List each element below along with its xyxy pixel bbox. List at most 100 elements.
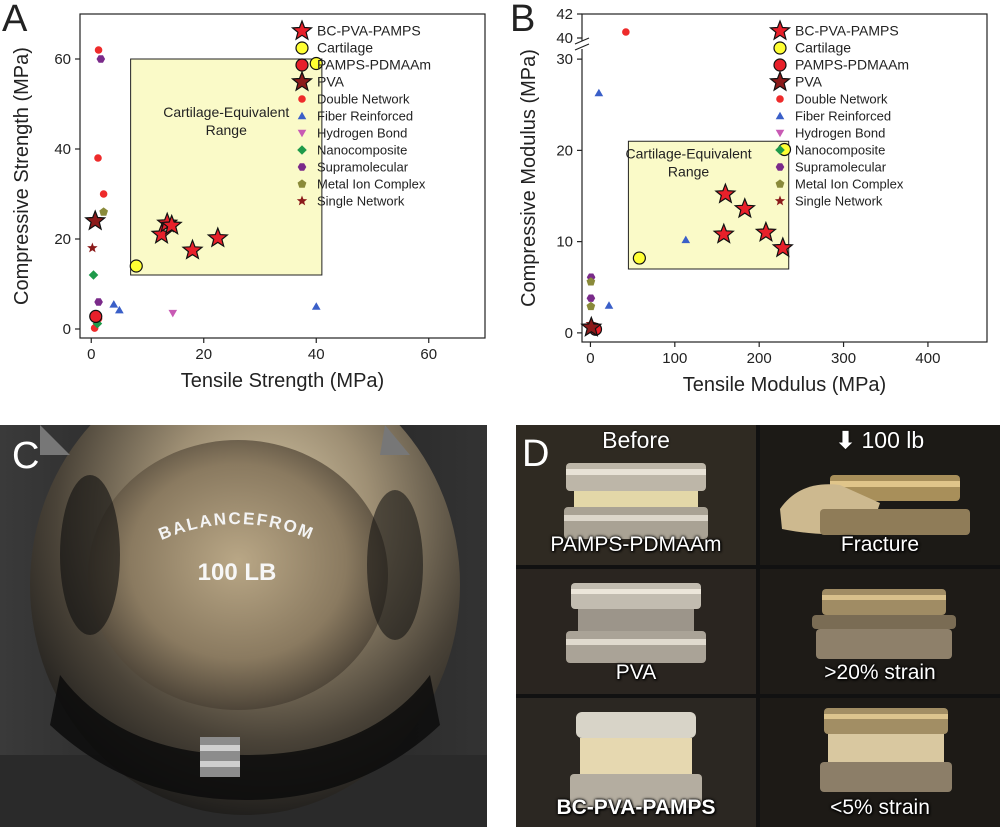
legend-marker-double-network (776, 95, 784, 103)
brand-text: BALANCEFROM (156, 509, 318, 544)
region-label-line1: Cartilage-Equivalent (626, 145, 752, 161)
x-axis-label: Tensile Strength (MPa) (181, 370, 384, 392)
x-tick-label: 60 (420, 346, 437, 363)
legend-label: Fiber Reinforced (317, 109, 413, 124)
axis-break-mark (574, 43, 590, 51)
data-point-single-network (87, 242, 98, 253)
data-point-bc-pva-pamps (206, 226, 229, 248)
panel-letter-d: D (522, 433, 550, 475)
legend-label: Double Network (795, 92, 888, 107)
legend-marker-metal-ion-complex (775, 179, 785, 188)
legend-label: Double Network (317, 92, 410, 107)
legend-marker-pva (768, 70, 792, 92)
data-point-bc-pva-pamps (714, 182, 737, 204)
panel-letter-a: A (2, 0, 28, 40)
data-point-metal-ion-complex (99, 207, 108, 216)
panel-letter-c: C (12, 435, 40, 477)
brand-lettering: BALANCEFROM 100 LB (156, 509, 318, 586)
load-label: 100 lb (861, 427, 925, 453)
kettlebell-illustration (0, 425, 487, 827)
y-tick-label: 30 (556, 51, 573, 68)
x-tick-label: 20 (195, 346, 212, 363)
tile-label: BC-PVA-PAMPS (556, 796, 716, 819)
data-point-supramolecular (94, 298, 103, 306)
column-header-before: Before (602, 427, 670, 453)
y-tick-label: 42 (556, 6, 573, 23)
x-tick-label: 200 (747, 350, 772, 367)
legend-label: Supramolecular (317, 160, 409, 175)
photo-kettlebell: C BALANCEFROM 100 LB (0, 425, 487, 827)
tile-before-bc: BC-PVA-PAMPS (516, 698, 756, 827)
data-point-fiber-reinforced (311, 302, 321, 310)
tile-after-pamps: Fracture (760, 425, 1000, 565)
legend-marker-nanocomposite (297, 145, 307, 155)
region-label-line1: Cartilage-Equivalent (163, 104, 289, 120)
data-point-bc-pva-pamps (733, 197, 756, 219)
chart-b: 0 100 200 300 400 0 10 20 30 40 42 Tensile Modulus … (518, 6, 988, 396)
data-point-double-network (94, 46, 103, 54)
data-point-nanocomposite (92, 318, 103, 329)
x-tick-label: 0 (87, 346, 95, 363)
axis-break-mark (574, 37, 590, 45)
legend-marker-cartilage (773, 41, 787, 55)
legend-marker-fiber-reinforced (297, 111, 307, 120)
region-label-line2: Range (668, 163, 709, 179)
data-point-supramolecular (96, 55, 106, 63)
y-tick-label: 20 (556, 142, 573, 159)
y-tick-label: 10 (556, 234, 573, 251)
data-point-bc-pva-pamps (160, 213, 183, 235)
legend-marker-bc-pva-pamps (768, 19, 792, 41)
legend-label: Single Network (317, 194, 405, 209)
tile-before-pva: PVA (516, 569, 756, 694)
data-point-double-network (622, 28, 630, 36)
tile-before-pamps: PAMPS-PDMAAm (516, 425, 756, 565)
data-point-double-network (99, 190, 108, 198)
data-point-fiber-reinforced (109, 300, 119, 308)
legend-label: BC-PVA-PAMPS (795, 23, 899, 39)
data-point-bc-pva-pamps (712, 222, 735, 244)
column-header-load: ⬇ 100 lb (760, 427, 1000, 454)
data-point-bc-pva-pamps (771, 236, 794, 258)
legend-marker-single-network (774, 195, 786, 206)
legend-label: BC-PVA-PAMPS (317, 23, 421, 39)
cartilage-range-box (130, 58, 323, 276)
data-point-fiber-reinforced (604, 301, 614, 309)
x-tick-label: 300 (831, 350, 856, 367)
data-point-bc-pva-pamps (754, 220, 777, 242)
tile-after-pva: >20% strain (760, 569, 1000, 694)
tile-label: Fracture (840, 533, 920, 556)
photo-compression-grid: PAMPS-PDMAAm Fracture PVA >20% strain (516, 425, 1000, 827)
cartilage-range-box (627, 140, 790, 270)
legend-label: PVA (795, 74, 823, 90)
legend-marker-supramolecular (775, 163, 785, 171)
legend-marker-pamps-pdmaam (773, 58, 787, 72)
data-point-fiber-reinforced (594, 88, 604, 97)
tile-label: >20% strain (824, 661, 936, 684)
legend-label: Nanocomposite (795, 143, 885, 158)
y-tick-label: 20 (54, 231, 71, 248)
legend-marker-supramolecular (297, 163, 307, 171)
legend-marker-single-network (296, 195, 308, 206)
chart-a: 0 20 40 60 0 20 40 60 Tensile Strength (MPa) Comp… (11, 13, 486, 392)
legend-marker-pva (290, 70, 314, 92)
legend-marker-double-network (298, 95, 306, 103)
tile-after-bc: <5% strain (760, 698, 1000, 827)
region-label-line2: Range (206, 122, 247, 138)
data-point-metal-ion-complex (586, 277, 596, 286)
legend-label: Metal Ion Complex (317, 177, 426, 192)
data-point-hydrogen-bond (168, 309, 178, 318)
panel-letter-b: B (510, 0, 536, 40)
x-axis-label: Tensile Modulus (MPa) (683, 374, 886, 396)
panel-b: B 0 100 200 300 400 0 10 20 30 40 42 Tensile Modulu… (500, 0, 1000, 410)
legend-label: PVA (317, 74, 345, 90)
data-point-fiber-reinforced (681, 235, 691, 244)
legend-marker-metal-ion-complex (297, 179, 307, 188)
arrow-down-icon: ⬇ (835, 427, 856, 453)
legend-marker-pamps-pdmaam (295, 58, 309, 72)
y-axis-label: Compressive Strength (MPa) (11, 47, 33, 305)
x-tick-label: 100 (662, 350, 687, 367)
legend-marker-cartilage (295, 41, 309, 55)
panel-a: A 0 20 40 60 0 20 40 60 Tensile Strength (MPa) Co… (0, 0, 500, 410)
data-point-pva (580, 315, 603, 337)
data-point-supramolecular (586, 294, 596, 302)
